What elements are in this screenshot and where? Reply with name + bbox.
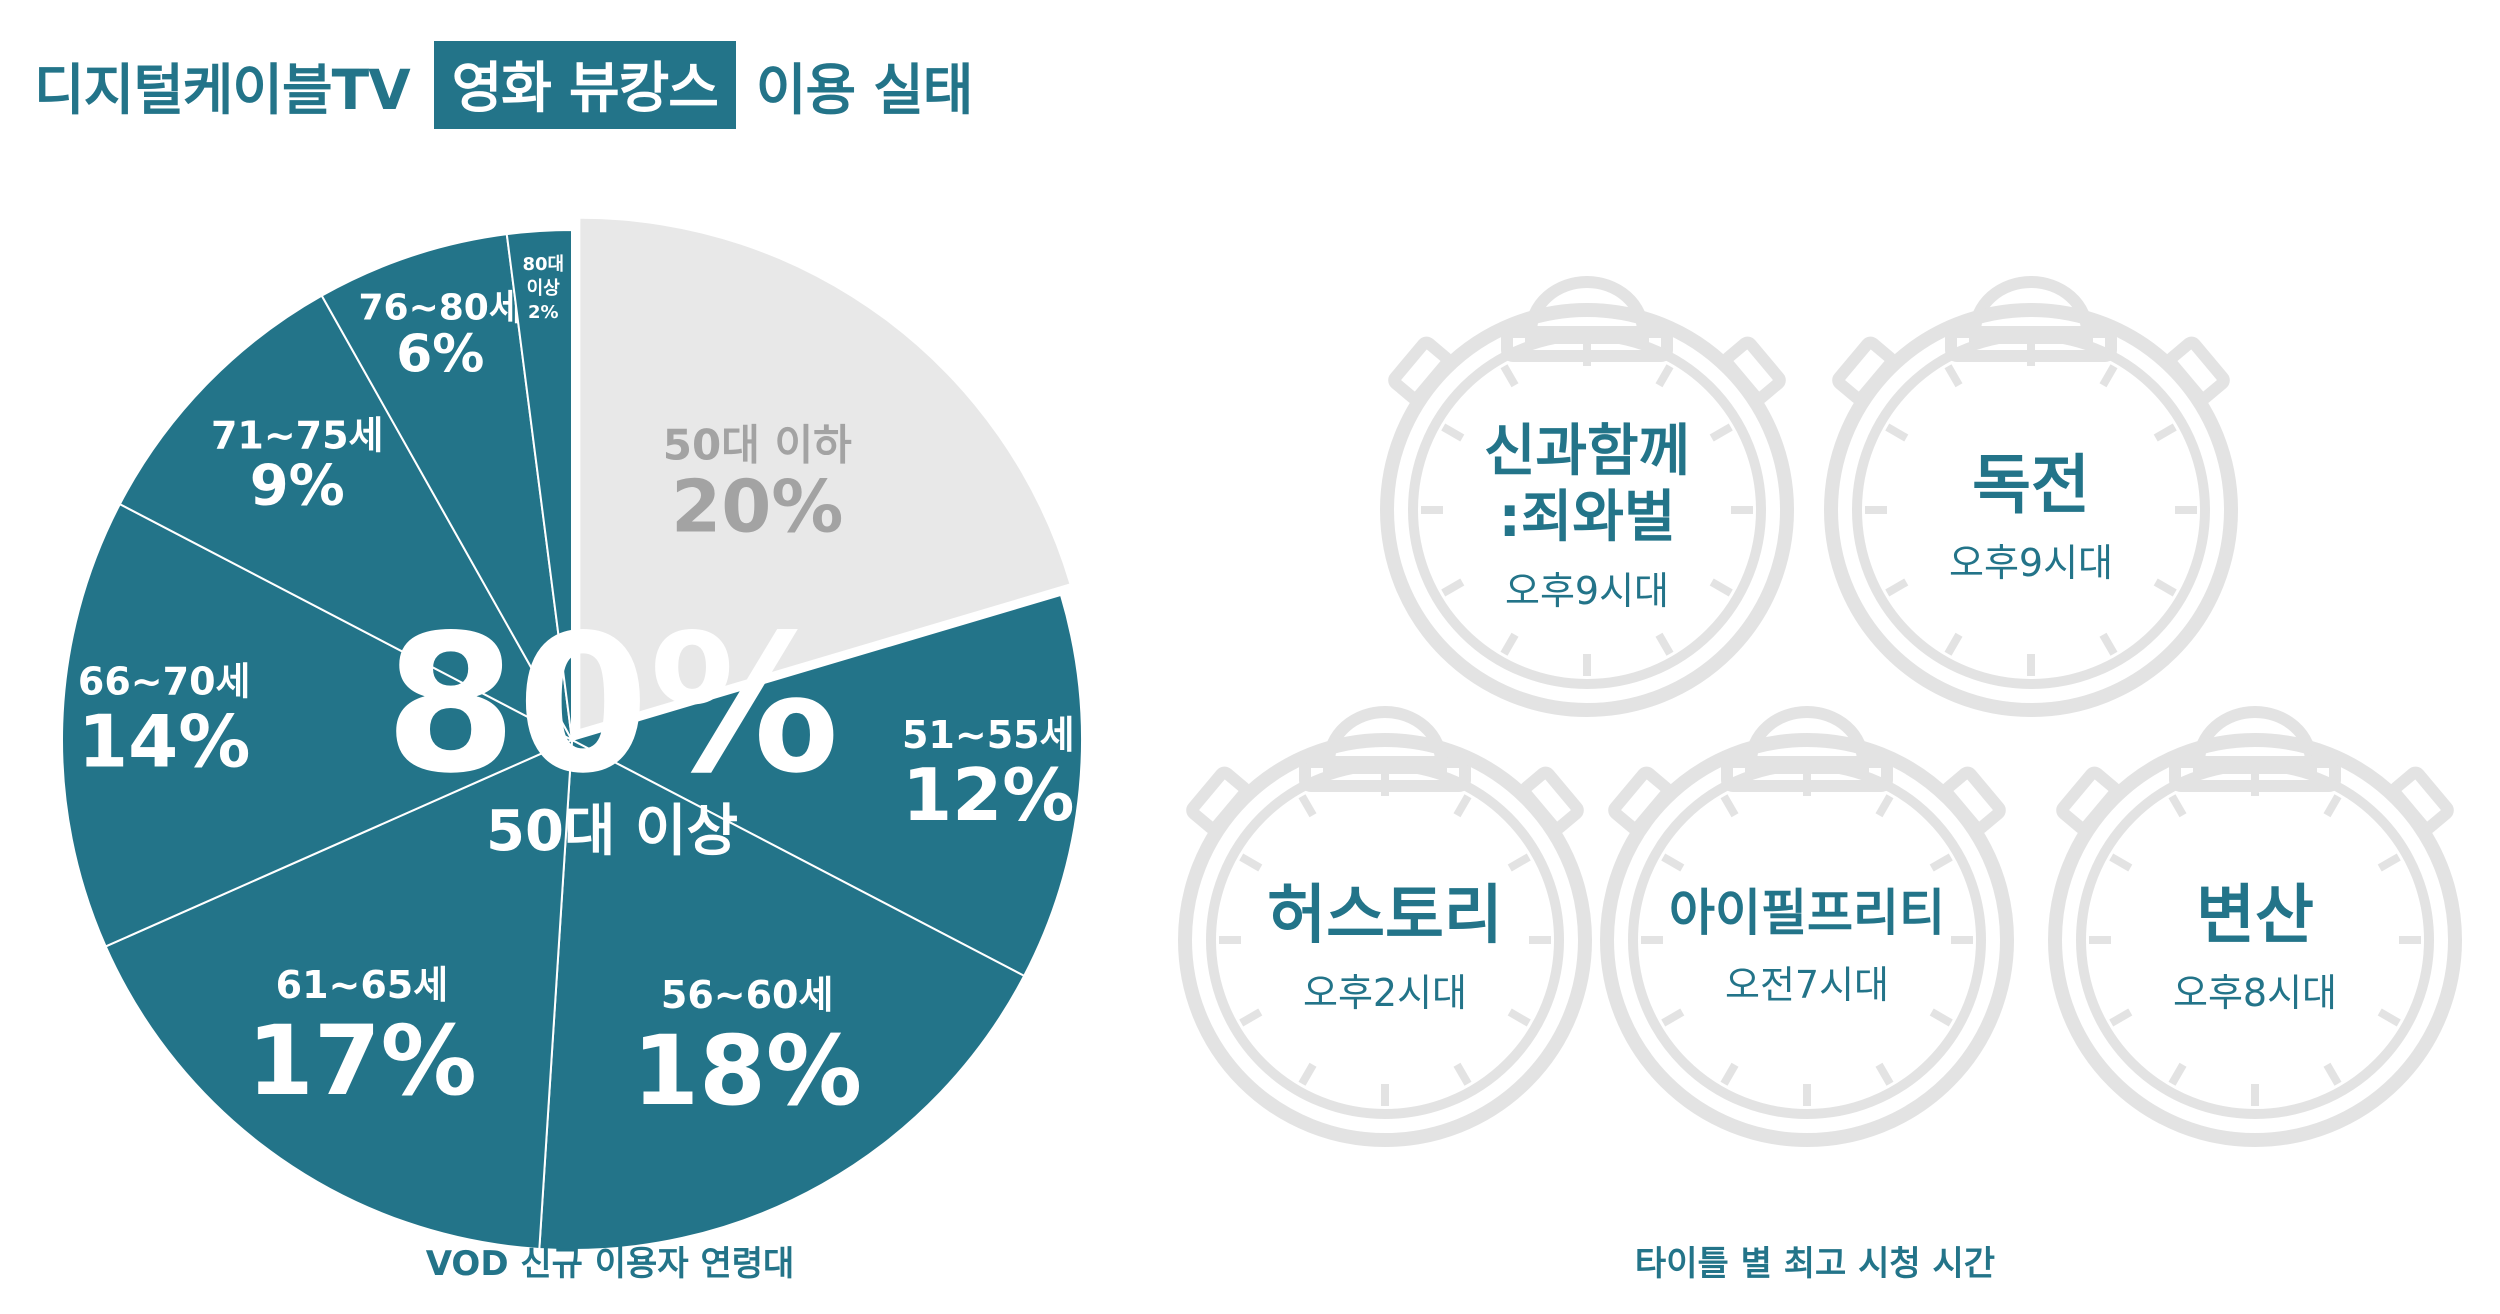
slice-value: 17% xyxy=(247,1005,477,1117)
watch-caption: 타이틀 별 최고 시청 시간 xyxy=(1634,1244,1996,1284)
title-highlight: 영화 뷰캉스 xyxy=(433,41,736,129)
pie-slice xyxy=(118,294,575,743)
pie-slice xyxy=(61,502,575,948)
pie-slice xyxy=(538,738,1026,1251)
stopwatch-icon xyxy=(1380,276,1794,717)
slice-label: 71~75세 xyxy=(211,414,384,458)
center-value: 80% xyxy=(385,594,840,815)
page-title: 디지털케이블TV 영화 뷰캉스 이용 실태 xyxy=(34,40,974,130)
slice-value: 9% xyxy=(250,454,345,519)
watch-time: 오후8시대 xyxy=(2172,970,2338,1015)
slice-label: 66~70세 xyxy=(78,660,251,704)
pie-slice xyxy=(580,218,1070,729)
slice-value: 6% xyxy=(396,325,484,385)
slice-value: 12% xyxy=(902,753,1074,837)
slice-value: 2% xyxy=(528,302,559,323)
pie-slice xyxy=(320,233,573,741)
watch-title: 독전 xyxy=(1972,449,2090,524)
watch-title: 변산 xyxy=(2196,879,2314,954)
slice-value: 14% xyxy=(78,700,250,784)
pie-slice xyxy=(104,738,574,1251)
title-part2: 이용 실태 xyxy=(755,58,974,122)
slice-value: 20% xyxy=(671,464,843,548)
slice-label: 51~55세 xyxy=(902,713,1075,757)
slice-label: 76~80세 xyxy=(358,288,521,329)
slice-label: 이상 xyxy=(527,278,561,299)
slice-value: 18% xyxy=(632,1015,862,1127)
title-part1: 디지털케이블TV xyxy=(34,58,411,122)
stopwatch-icon xyxy=(1824,276,2238,717)
slice-label: 61~65세 xyxy=(276,963,449,1007)
watch-title: 허스토리 xyxy=(1267,879,1503,954)
stopwatch-icon xyxy=(2048,706,2462,1147)
pie-slice xyxy=(505,228,573,741)
watch-title: :죄와벌 xyxy=(1498,485,1676,550)
slice-label: 56~60세 xyxy=(661,973,834,1017)
watch-title: 신과함께 xyxy=(1483,418,1691,484)
stopwatch-icon xyxy=(1600,706,2014,1147)
center-label: 50대 이상 xyxy=(486,799,738,864)
slice-label: 80대 xyxy=(522,254,564,275)
watch-title: 아이필프리티 xyxy=(1669,883,1945,942)
watch-time: 오전7시대 xyxy=(1724,962,1890,1007)
watch-time: 오후2시대 xyxy=(1302,970,1468,1015)
pie-caption: VOD 신규 이용자 연령대 xyxy=(425,1244,795,1284)
stopwatch-icon xyxy=(1178,706,1592,1147)
pie-slice xyxy=(569,593,1083,978)
watch-time: 오후9시대 xyxy=(1948,540,2114,585)
slice-label: 50대 이하 xyxy=(663,420,852,469)
watch-time: 오후9시대 xyxy=(1504,569,1670,614)
